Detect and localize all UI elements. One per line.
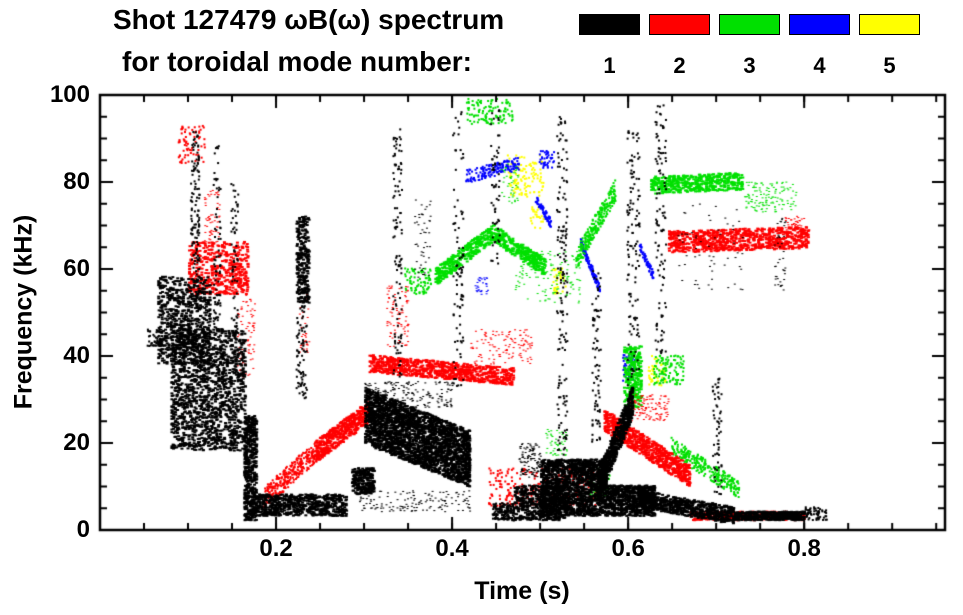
x-tick-label-0.4: 0.4: [435, 535, 469, 562]
x-tick-label-0.6: 0.6: [611, 535, 645, 562]
legend-swatch-mode-2: [649, 14, 710, 35]
y-tick-label-60: 60: [63, 255, 90, 282]
legend-swatch-mode-4: [789, 14, 850, 35]
legend-swatches: [579, 14, 920, 35]
x-axis-label: Time (s): [474, 577, 570, 605]
legend-swatch-mode-5: [859, 14, 920, 35]
chart-subtitle: for toroidal mode number:: [122, 46, 472, 77]
legend-swatch-mode-3: [719, 14, 780, 35]
chart-title: Shot 127479 ωB(ω) spectrum: [113, 4, 505, 35]
legend-label-mode-4: 4: [813, 53, 826, 78]
x-tick-label-0.2: 0.2: [259, 535, 293, 562]
y-tick-label-0: 0: [76, 516, 90, 543]
y-tick-label-40: 40: [63, 342, 90, 369]
legend-label-mode-3: 3: [743, 53, 756, 78]
legend-label-mode-1: 1: [603, 53, 616, 78]
y-tick-label-100: 100: [49, 81, 90, 108]
y-tick-label-80: 80: [63, 168, 90, 195]
legend-label-mode-2: 2: [673, 53, 686, 78]
y-tick-label-20: 20: [63, 429, 90, 456]
legend-labels: 1 2 3 4 5: [579, 53, 920, 79]
legend-swatch-mode-1: [579, 14, 640, 35]
x-tick-label-0.8: 0.8: [787, 535, 821, 562]
y-axis-label: Frequency (kHz): [9, 214, 38, 410]
legend-label-mode-5: 5: [883, 53, 896, 78]
